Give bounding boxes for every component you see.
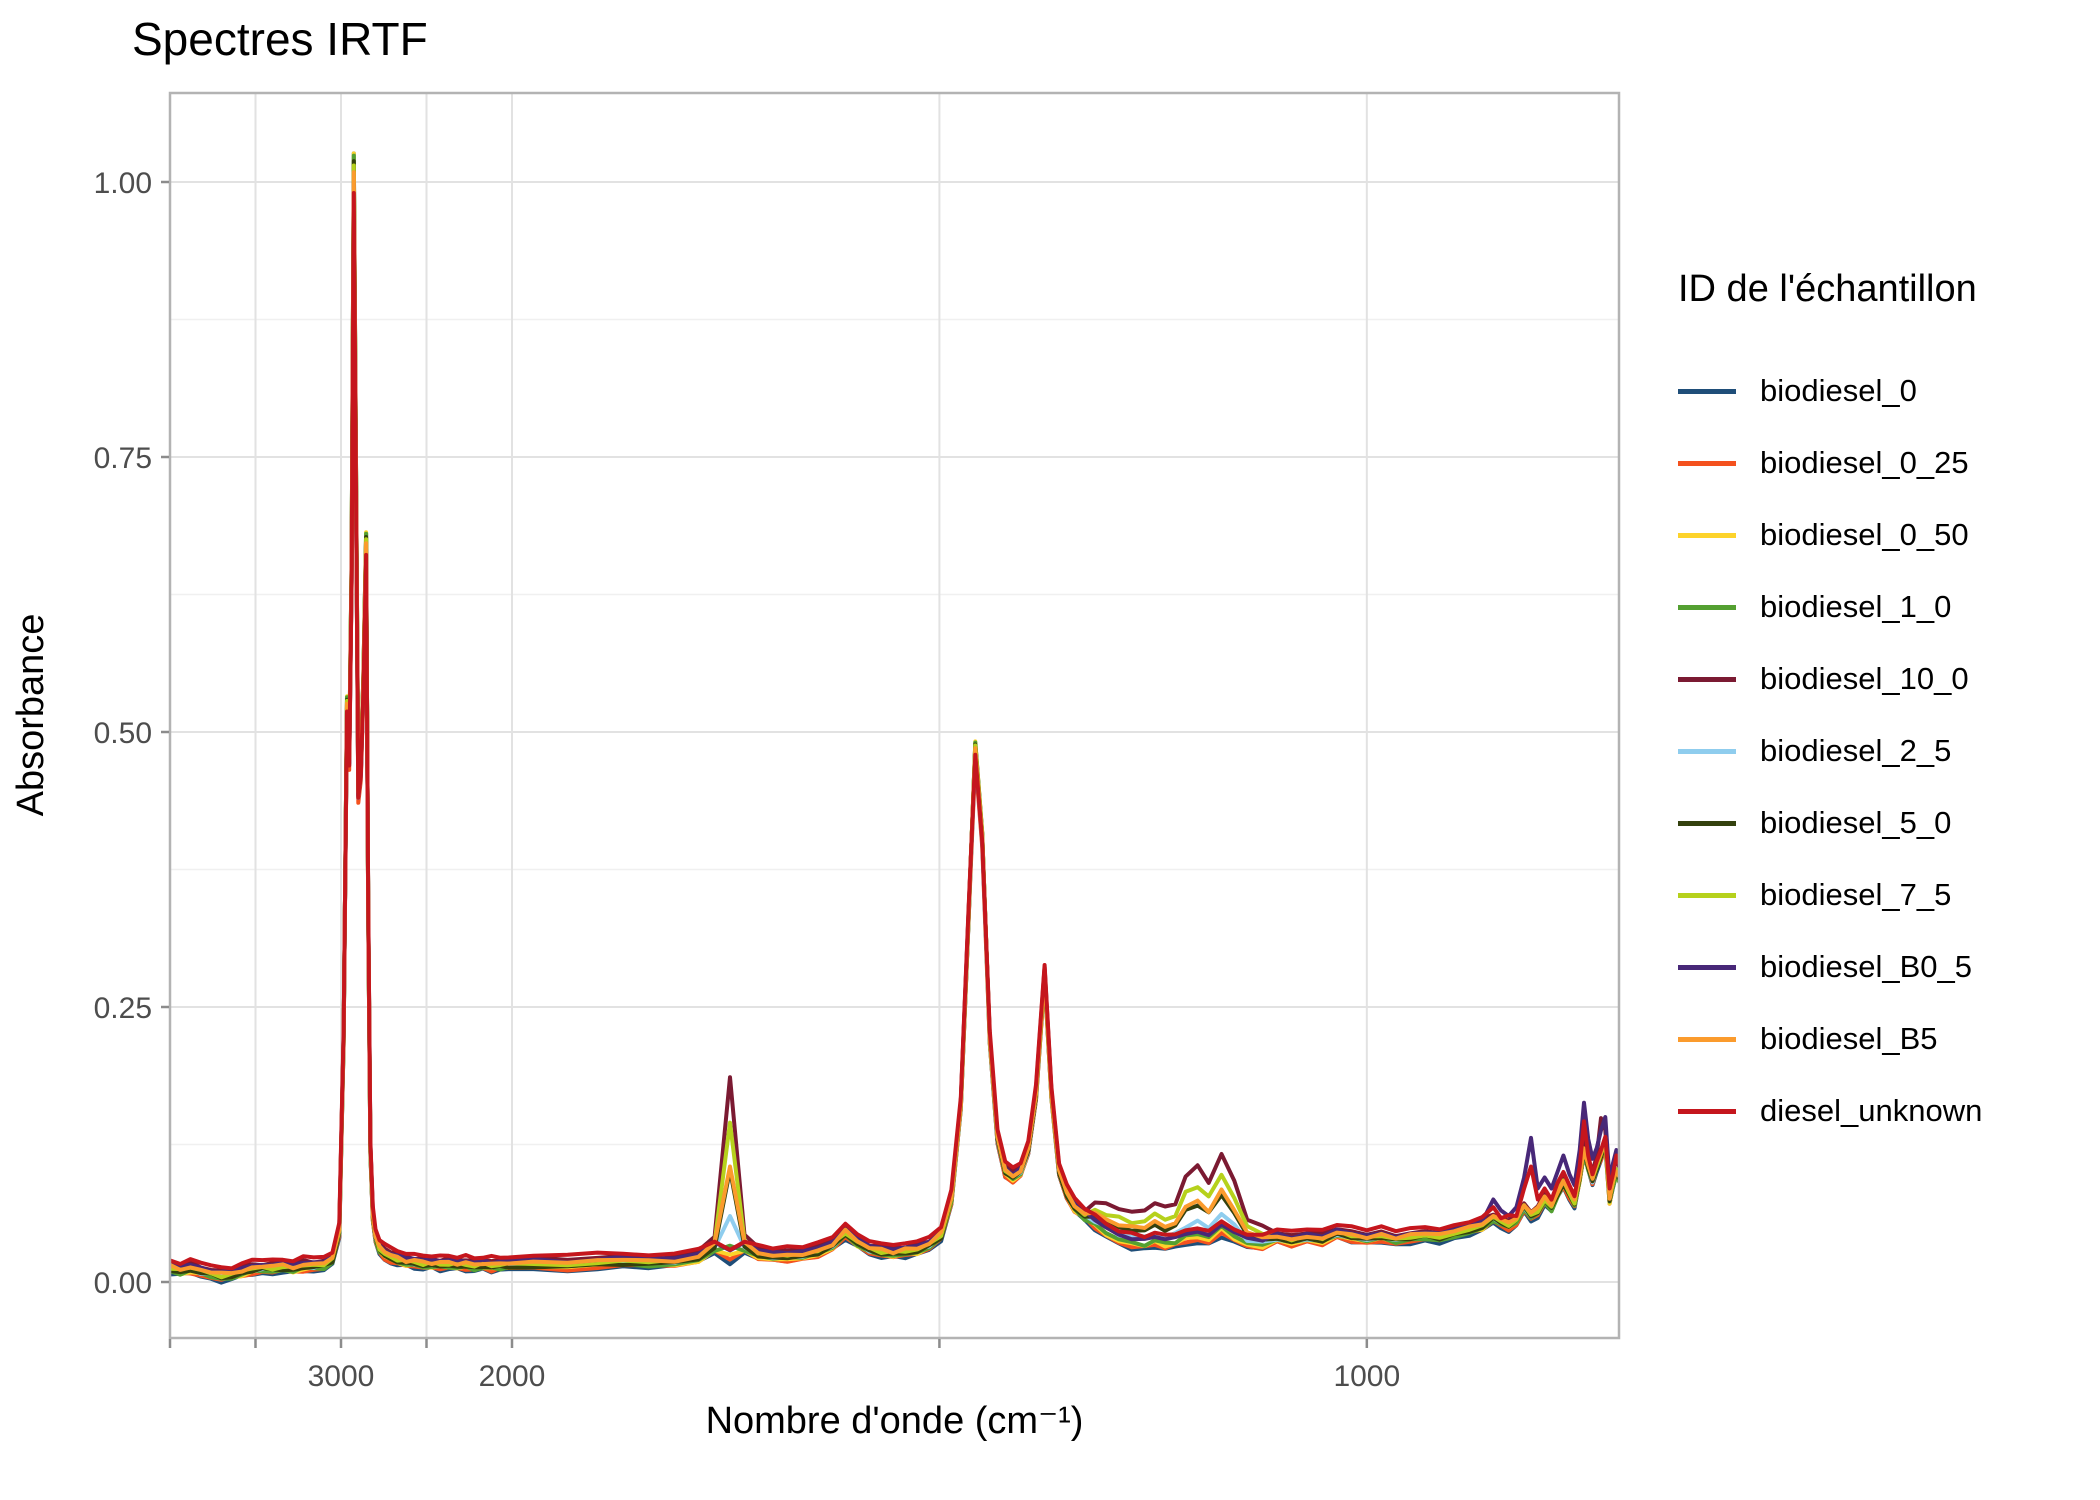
y-tick-label: 0.75 [94,442,152,475]
legend-key-line [1678,748,1736,754]
legend-item-label: biodiesel_0_50 [1760,517,1969,552]
x-tick-label: 3000 [308,1360,375,1393]
y-tick-label: 1.00 [94,167,152,200]
legend-item: biodiesel_5_0 [1678,787,2098,859]
legend-item-label: diesel_unknown [1760,1093,1983,1128]
legend-item: biodiesel_0 [1678,355,2098,427]
legend-key-line [1678,892,1736,898]
legend-item-label: biodiesel_7_5 [1760,877,1952,912]
spectrum-line-diesel_unknown [170,191,1619,1271]
y-tick-label: 0.25 [94,992,152,1025]
x-tick-label: 2000 [479,1360,546,1393]
x-tick-label: 1000 [1333,1360,1400,1393]
panel-background [170,93,1619,1338]
legend-title: ID de l'échantillon [1678,268,1977,310]
legend-item-label: biodiesel_1_0 [1760,589,1952,624]
x-axis-title: Nombre d'onde (cm⁻¹) [705,1400,1084,1442]
legend-item: biodiesel_0_25 [1678,427,2098,499]
legend-key-line [1678,964,1736,970]
legend-key-line [1678,676,1736,682]
legend-item: biodiesel_B5 [1678,1003,2098,1075]
legend-item-label: biodiesel_0_25 [1760,445,1969,480]
legend-key-line [1678,460,1736,466]
legend-item-label: biodiesel_0 [1760,373,1917,408]
legend-item: biodiesel_10_0 [1678,643,2098,715]
legend-key-line [1678,388,1736,394]
y-tick-label: 0.50 [94,717,152,750]
legend-item-label: biodiesel_5_0 [1760,805,1952,840]
legend-item-label: biodiesel_2_5 [1760,733,1952,768]
legend-key-line [1678,1036,1736,1042]
legend-item: biodiesel_0_50 [1678,499,2098,571]
legend-item: diesel_unknown [1678,1075,2098,1147]
panel-border [168,91,1621,1340]
legend-key-line [1678,604,1736,610]
chart-title: Spectres IRTF [132,13,428,65]
legend-item-label: biodiesel_B5 [1760,1021,1938,1056]
legend-item-label: biodiesel_B0_5 [1760,949,1973,984]
legend-item: biodiesel_1_0 [1678,571,2098,643]
legend-key-line [1678,532,1736,538]
legend-item: biodiesel_2_5 [1678,715,2098,787]
legend: ID de l'échantillon biodiesel_0 biodiesel… [1678,268,2098,1147]
legend-item: biodiesel_7_5 [1678,859,2098,931]
legend-item-label: biodiesel_10_0 [1760,661,1969,696]
legend-key-line [1678,1108,1736,1114]
y-tick-label: 0.00 [94,1267,152,1300]
legend-item: biodiesel_B0_5 [1678,931,2098,1003]
legend-key-line [1678,820,1736,826]
